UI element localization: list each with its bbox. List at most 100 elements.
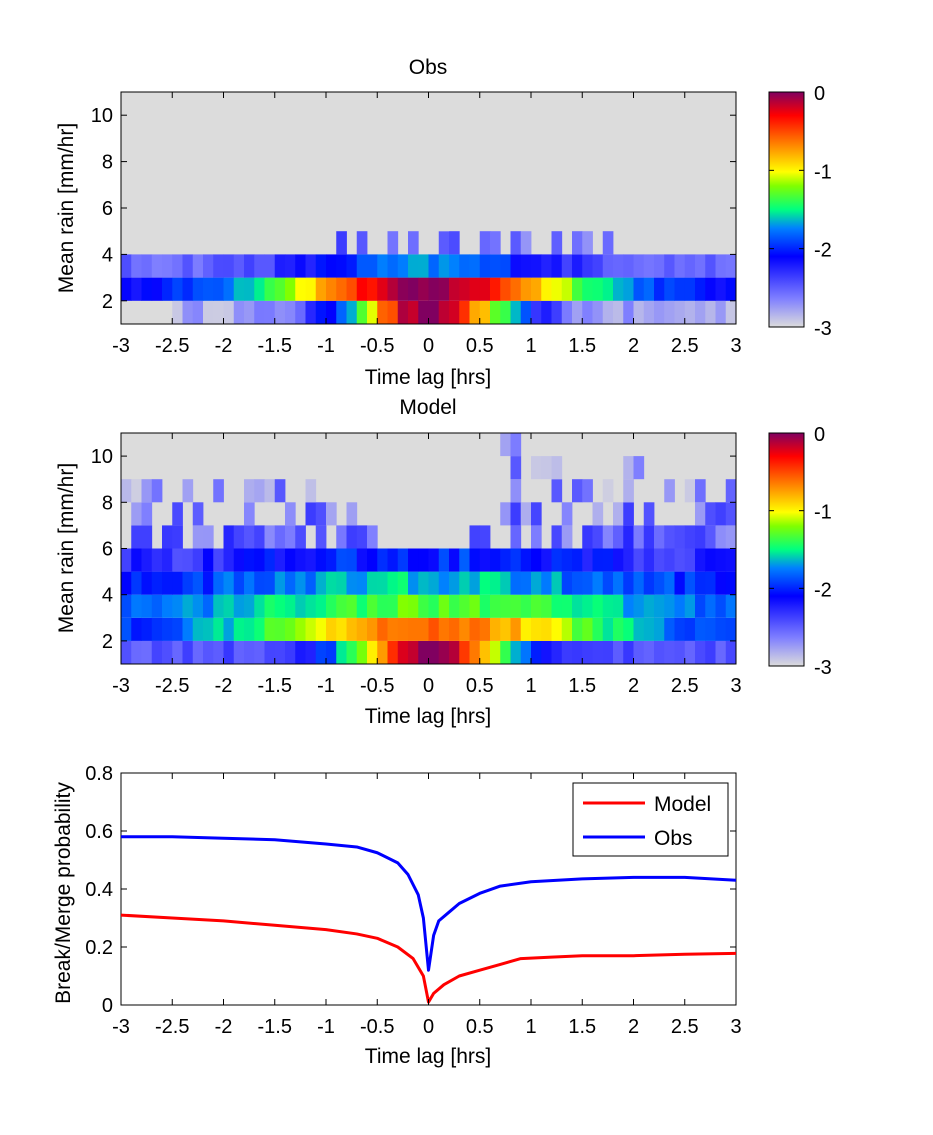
heatmap-cell — [633, 548, 645, 572]
heatmap-cell — [244, 300, 255, 324]
heatmap-cell — [592, 502, 604, 526]
heatmap-cell — [479, 571, 491, 595]
x-tick-label: 0.5 — [466, 1016, 494, 1038]
heatmap-cell — [541, 571, 552, 595]
heatmap-cell — [356, 300, 368, 324]
heatmap-cell — [274, 300, 286, 324]
heatmap-cell — [479, 617, 491, 641]
heatmap-cell — [305, 548, 317, 572]
heatmap-cell — [151, 640, 163, 664]
heatmap-cell — [182, 640, 194, 664]
x-tick-label: -2.5 — [155, 1016, 189, 1038]
y-tick-label: 0.6 — [85, 821, 113, 843]
heatmap-cell — [203, 277, 214, 301]
heatmap-cell — [582, 617, 593, 641]
heatmap-cell — [274, 525, 286, 549]
heatmap-cell — [192, 548, 204, 572]
heatmap-cell — [408, 277, 419, 301]
y-tick-label: 2 — [102, 631, 113, 653]
heatmap-cell — [356, 594, 368, 618]
heatmap-cell — [725, 617, 737, 641]
heatmap-cell — [602, 548, 614, 572]
heatmap-cell — [274, 277, 286, 301]
heatmap-cell — [623, 502, 634, 526]
heatmap-cell — [664, 525, 675, 549]
heatmap-cell — [674, 254, 686, 278]
heatmap-cell — [377, 254, 388, 278]
model-y-ticks: 2 4 6 8 10 — [91, 446, 736, 653]
heatmap-cell — [418, 548, 429, 572]
heatmap-cell — [725, 254, 737, 278]
heatmap-cell — [377, 640, 388, 664]
heatmap-cell — [531, 548, 542, 572]
heatmap-cell — [715, 502, 727, 526]
obs-colorbar-ticks: 0 -1 -2 -3 — [769, 83, 832, 340]
heatmap-cell — [674, 525, 686, 549]
heatmap-cell — [695, 594, 706, 618]
heatmap-cell — [121, 479, 132, 503]
heatmap-cell — [500, 300, 511, 324]
heatmap-cell — [654, 548, 665, 572]
heatmap-cell — [274, 640, 286, 664]
heatmap-cell — [623, 617, 634, 641]
heatmap-cell — [449, 231, 460, 255]
heatmap-cell — [674, 640, 686, 664]
heatmap-cell — [305, 594, 317, 618]
heatmap-cell — [244, 640, 255, 664]
y-tick-label: 8 — [102, 152, 113, 174]
heatmap-cell — [572, 277, 583, 301]
heatmap-cell — [141, 254, 153, 278]
heatmap-cell — [397, 571, 409, 595]
heatmap-cell — [643, 277, 655, 301]
heatmap-cell — [551, 571, 563, 595]
heatmap-cell — [623, 640, 634, 664]
heatmap-cell — [561, 571, 573, 595]
prob-xlabel: Time lag [hrs] — [365, 1045, 491, 1068]
heatmap-cell — [520, 277, 532, 301]
x-tick-label: 1.5 — [568, 335, 596, 357]
heatmap-cell — [582, 548, 593, 572]
heatmap-cell — [438, 254, 450, 278]
heatmap-cell — [602, 594, 614, 618]
heatmap-cell — [643, 525, 655, 549]
heatmap-cell — [531, 525, 542, 549]
heatmap-cell — [203, 254, 214, 278]
heatmap-cell — [192, 594, 204, 618]
heatmap-cell — [633, 254, 645, 278]
heatmap-cell — [541, 640, 552, 664]
heatmap-cell — [561, 300, 573, 324]
heatmap-cell — [326, 300, 337, 324]
heatmap-cell — [336, 300, 347, 324]
heatmap-cell — [725, 300, 737, 324]
heatmap-cell — [315, 300, 327, 324]
heatmap-cell — [684, 300, 696, 324]
heatmap-cell — [725, 502, 737, 526]
heatmap-cell — [602, 254, 614, 278]
heatmap-cell — [623, 525, 634, 549]
heatmap-cell — [223, 548, 235, 572]
heatmap-cell — [715, 525, 727, 549]
heatmap-cell — [438, 300, 450, 324]
heatmap-cell — [418, 300, 429, 324]
x-tick-label: 0.5 — [466, 675, 494, 697]
heatmap-cell — [233, 277, 245, 301]
heatmap-cell — [674, 594, 686, 618]
heatmap-cell — [695, 277, 706, 301]
heatmap-cell — [172, 502, 183, 526]
heatmap-cell — [254, 525, 265, 549]
heatmap-cell — [233, 254, 245, 278]
heatmap-cell — [346, 548, 358, 572]
heatmap-cell — [233, 548, 245, 572]
heatmap-cell — [510, 617, 522, 641]
heatmap-cell — [223, 617, 235, 641]
heatmap-cell — [223, 254, 235, 278]
y-tick-label: 6 — [102, 198, 113, 220]
heatmap-cell — [356, 254, 368, 278]
heatmap-cell — [274, 548, 286, 572]
heatmap-cell — [254, 594, 265, 618]
heatmap-cell — [695, 479, 706, 503]
heatmap-cell — [223, 277, 235, 301]
heatmap-cell — [490, 277, 501, 301]
heatmap-cell — [387, 571, 399, 595]
heatmap-cell — [602, 525, 614, 549]
